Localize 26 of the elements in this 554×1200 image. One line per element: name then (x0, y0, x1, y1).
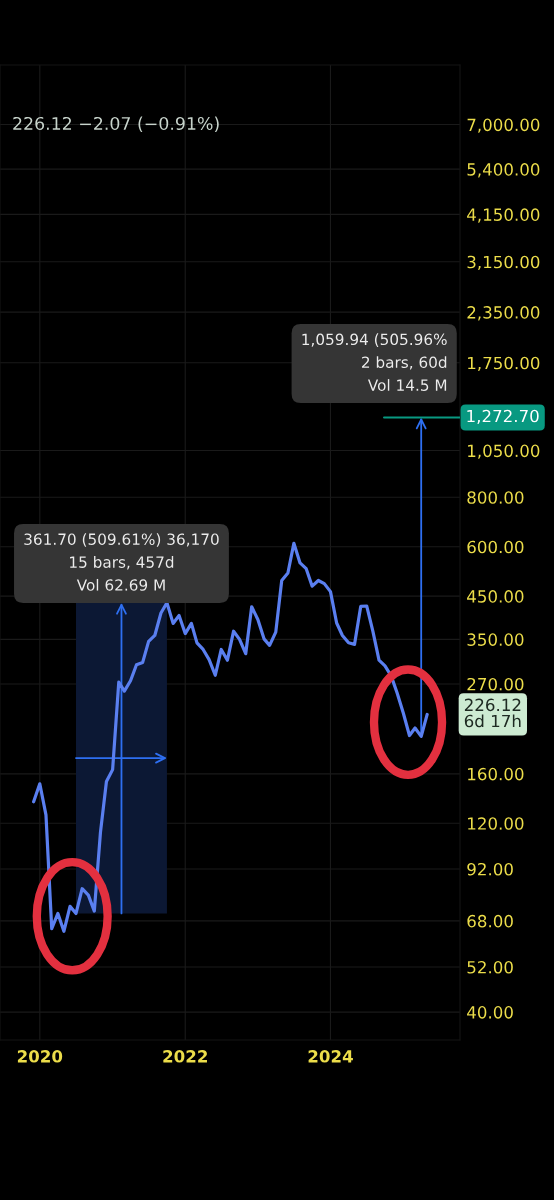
y-tick-label: 270.00 (467, 677, 524, 691)
y-tick-label: 160.00 (468, 767, 524, 781)
y-tick-label: 600.00 (467, 540, 524, 554)
text: 226.12 −2.07 (−0.91%) (13, 116, 219, 133)
y-tick-label: 3,150.00 (467, 255, 540, 271)
annotation: 226.12 6d 17h (464, 698, 521, 728)
x-tick-label: 2022 (163, 1050, 207, 1063)
band-label: 361.70 (509.61%) 36,170 15 bars, 457d Vol 62.69 M (24, 533, 219, 591)
y-tick-label: 40.00 (467, 1006, 513, 1019)
y-tick-label: 800.00 (467, 491, 524, 504)
y-tick-label: 4,150.00 (467, 208, 540, 223)
y-tick-label: 350.00 (467, 633, 524, 646)
y-tick-label: 2,350.00 (467, 306, 540, 321)
y-tick-label: 52.00 (467, 960, 513, 974)
y-tick-label: 5,400.00 (467, 163, 540, 178)
y-tick-label: 120.00 (468, 817, 524, 830)
y-tick-label: 1,050.00 (468, 444, 540, 459)
annotation: 1,059.94 (505.96% 2 bars, 60d Vol 14.5 M (302, 333, 447, 391)
y-tick-label: 68.00 (467, 914, 513, 928)
x-tick-label: 2020 (17, 1050, 63, 1063)
y-tick-label: 7,000.00 (467, 118, 540, 133)
x-tick-label: 2024 (308, 1050, 353, 1063)
y-tick-label: 1,750.00 (468, 356, 540, 372)
y-tick-label: 92.00 (467, 862, 513, 876)
y-tick-label: 450.00 (467, 590, 524, 603)
ref-line-label: 1,272.70 (467, 409, 539, 425)
